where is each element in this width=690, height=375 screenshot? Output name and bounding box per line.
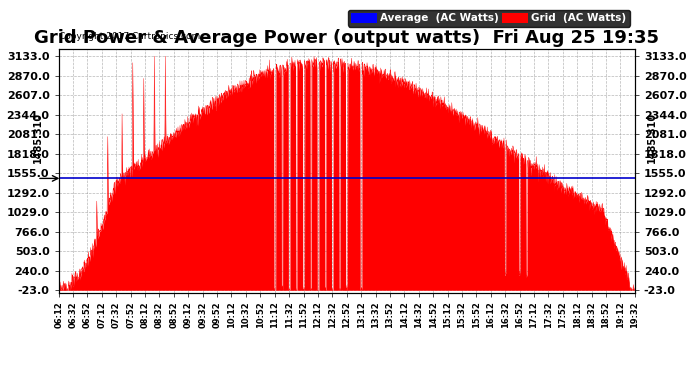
Text: Copyright 2017 Cartronics.com: Copyright 2017 Cartronics.com: [59, 32, 200, 41]
Text: 1485.310: 1485.310: [647, 112, 657, 164]
Text: 1485.310: 1485.310: [33, 112, 43, 164]
Title: Grid Power & Average Power (output watts)  Fri Aug 25 19:35: Grid Power & Average Power (output watts…: [34, 29, 659, 47]
Legend: Average  (AC Watts), Grid  (AC Watts): Average (AC Watts), Grid (AC Watts): [348, 10, 629, 27]
